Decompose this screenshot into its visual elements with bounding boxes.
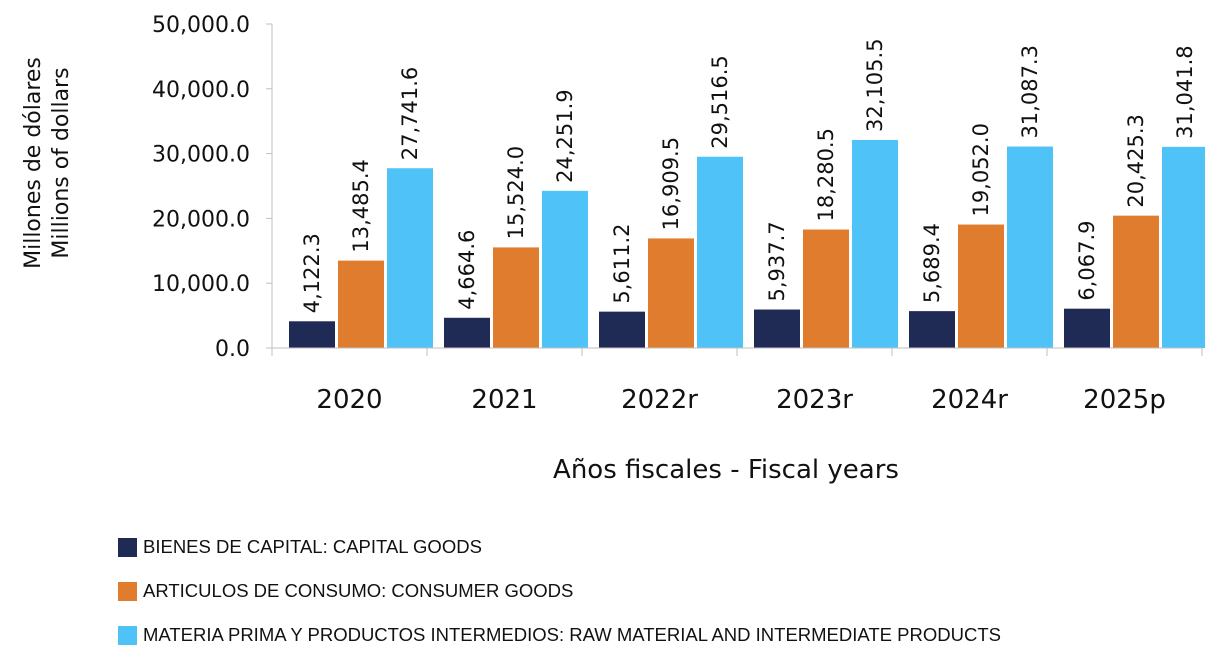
data-label-2021-series-2: 15,524.0 [504, 146, 528, 240]
legend-label-raw-materials: MATERIA PRIMA Y PRODUCTOS INTERMEDIOS: R… [143, 624, 1001, 645]
bar-2024r-series-3 [1007, 146, 1053, 348]
x-axis: 2020 2021 2022r 2023r 2024r 2025p [271, 347, 1203, 415]
bar-2022r-series-3 [697, 156, 743, 348]
bars-group: 4,122.3 13,485.4 27,741.6 4,664.6 15,524.0 24… [289, 38, 1205, 348]
data-label-2023r-series-2: 18,280.5 [814, 128, 838, 222]
legend-label-capital-goods: BIENES DE CAPITAL: CAPITAL GOODS [143, 536, 482, 557]
legend-swatch-consumer-goods [118, 581, 137, 601]
x-tick-label-2021: 2021 [471, 385, 537, 415]
data-label-2020-series-1: 4,122.3 [300, 233, 324, 313]
x-tick-label-2020: 2020 [316, 385, 382, 415]
legend-label-consumer-goods: ARTICULOS DE CONSUMO: CONSUMER GOODS [143, 580, 574, 601]
data-label-2025p-series-2: 20,425.3 [1124, 114, 1148, 208]
bar-2025p-series-2 [1113, 215, 1159, 348]
y-axis-title-line-2: Millions of dollars [49, 67, 74, 258]
x-tick-label-2023r: 2023r [776, 385, 853, 415]
legend-swatch-capital-goods [118, 537, 137, 557]
bar-2020-series-1 [289, 321, 335, 348]
bar-2020-series-3 [387, 168, 433, 348]
x-tick-label-2024r: 2024r [931, 385, 1008, 415]
data-label-2020-series-2: 13,485.4 [349, 159, 373, 253]
x-tick-label-2022r: 2022r [621, 385, 698, 415]
x-tick-label-2025p: 2025p [1083, 385, 1166, 415]
bar-2023r-series-1 [754, 309, 800, 348]
legend: BIENES DE CAPITAL: CAPITAL GOODS ARTICUL… [118, 535, 1203, 667]
y-axis: 0.0 10,000.0 20,000.0 30,000.0 40,000.0 50,00… [152, 13, 273, 362]
data-label-2023r-series-1: 5,937.7 [765, 221, 789, 301]
bar-2024r-series-1 [909, 311, 955, 348]
data-label-2025p-series-1: 6,067.9 [1075, 221, 1099, 301]
data-label-2022r-series-1: 5,611.2 [610, 223, 634, 303]
y-tick-label: 20,000.0 [152, 207, 250, 232]
y-tick-label: 40,000.0 [152, 78, 250, 103]
data-label-2023r-series-3: 32,105.5 [863, 38, 887, 132]
bar-2025p-series-3 [1162, 146, 1205, 348]
bar-2023r-series-3 [852, 139, 898, 348]
bar-chart: 0.0 10,000.0 20,000.0 30,000.0 40,000.0 50,00… [21, 13, 1205, 485]
legend-item-raw-materials: MATERIA PRIMA Y PRODUCTOS INTERMEDIOS: R… [118, 623, 1203, 647]
bar-2021-series-2 [493, 247, 539, 348]
y-tick-label: 30,000.0 [152, 143, 250, 168]
bar-2023r-series-2 [803, 229, 849, 348]
bar-2020-series-2 [338, 260, 384, 348]
data-label-2021-series-3: 24,251.9 [553, 89, 577, 183]
bar-2025p-series-1 [1064, 308, 1110, 348]
bar-2024r-series-2 [958, 224, 1004, 348]
bar-2021-series-3 [542, 190, 588, 348]
bar-2022r-series-2 [648, 238, 694, 348]
data-label-2024r-series-2: 19,052.0 [969, 123, 993, 217]
legend-item-consumer-goods: ARTICULOS DE CONSUMO: CONSUMER GOODS [118, 579, 1203, 603]
legend-item-capital-goods: BIENES DE CAPITAL: CAPITAL GOODS [118, 535, 1203, 559]
data-label-2024r-series-3: 31,087.3 [1018, 45, 1042, 139]
data-label-2021-series-1: 4,664.6 [455, 230, 479, 310]
bar-2022r-series-1 [599, 311, 645, 348]
y-tick-label: 50,000.0 [152, 13, 250, 38]
data-label-2020-series-3: 27,741.6 [398, 67, 422, 161]
x-axis-title: Años fiscales - Fiscal years [553, 455, 899, 485]
data-label-2024r-series-1: 5,689.4 [920, 223, 944, 303]
data-label-2025p-series-3: 31,041.8 [1173, 45, 1197, 139]
y-tick-label: 0.0 [215, 337, 250, 362]
data-label-2022r-series-2: 16,909.5 [659, 137, 683, 231]
legend-swatch-raw-materials [118, 625, 137, 645]
bar-2021-series-1 [444, 317, 490, 348]
chart-container: 0.0 10,000.0 20,000.0 30,000.0 40,000.0 50,00… [21, 13, 1205, 645]
y-tick-label: 10,000.0 [152, 272, 250, 297]
data-label-2022r-series-3: 29,516.5 [708, 55, 732, 149]
y-axis-title-line-1: Millones de dólares [21, 57, 46, 269]
